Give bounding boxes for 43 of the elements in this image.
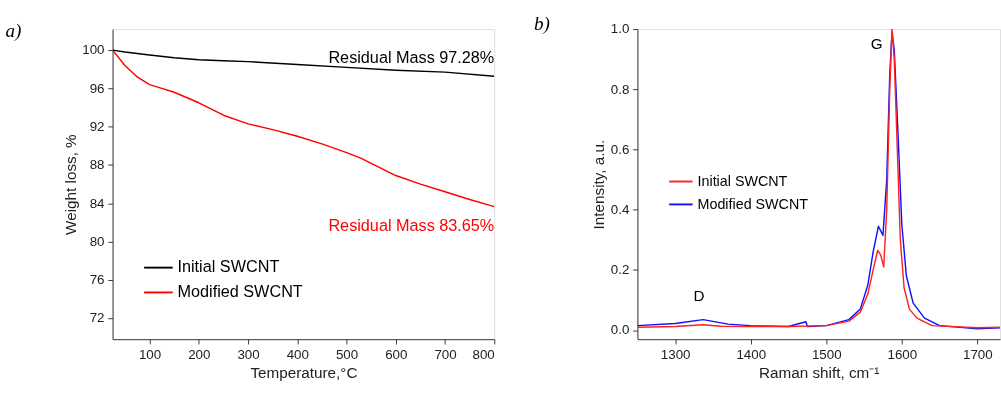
y-tick-label: 0.8 <box>610 81 630 97</box>
line-series <box>112 49 495 77</box>
annotation: Residual Mass 83.65% <box>328 215 495 234</box>
y-tick-label: 0.4 <box>610 202 630 218</box>
x-tick-label: 1400 <box>736 346 767 362</box>
x-tick-label: 200 <box>188 346 211 362</box>
annotation: G <box>870 35 883 53</box>
chart-title: b) <box>533 13 550 36</box>
annotation: D <box>693 286 705 304</box>
line-series <box>112 49 495 208</box>
legend-label: Initial SWCNT <box>697 173 788 190</box>
x-axis-title: Raman shift, cm⁻¹ <box>759 363 880 381</box>
y-tick-label: 1.0 <box>610 21 630 37</box>
y-tick-label: 84 <box>89 195 106 211</box>
x-tick-label: 400 <box>286 346 309 362</box>
y-tick-label: 0.2 <box>610 262 630 278</box>
x-tick-label: 1300 <box>660 346 691 362</box>
y-tick-label: 80 <box>89 233 105 249</box>
y-tick-label: 72 <box>89 310 105 326</box>
y-axis-title: Intensity, a.u. <box>590 139 608 230</box>
y-tick-label: 0.6 <box>610 141 630 157</box>
y-tick-label: 76 <box>89 272 105 288</box>
x-tick-label: 1500 <box>811 346 842 362</box>
x-tick-label: 700 <box>434 346 457 362</box>
y-tick-label: 96 <box>89 80 105 96</box>
legend-label: Modified SWCNT <box>177 282 303 301</box>
annotation: Residual Mass 97.28% <box>328 48 495 67</box>
x-tick-label: 100 <box>138 346 162 362</box>
y-tick-label: 88 <box>89 157 105 173</box>
x-tick-label: 500 <box>335 346 359 362</box>
legend-label: Modified SWCNT <box>697 196 809 213</box>
y-tick-label: 0.0 <box>610 322 630 338</box>
x-tick-label: 300 <box>237 346 260 362</box>
y-tick-label: 100 <box>82 42 105 58</box>
legend-label: Initial SWCNT <box>177 257 280 276</box>
x-tick-label: 1600 <box>887 346 918 362</box>
y-axis-title: Weight loss, % <box>61 133 79 235</box>
x-tick-label: 600 <box>385 346 408 362</box>
y-tick-label: 92 <box>89 119 105 134</box>
x-axis-title: Temperature,°C <box>250 363 358 381</box>
x-tick-label: 800 <box>472 346 495 362</box>
chart-title: a) <box>5 19 22 42</box>
x-tick-label: 1700 <box>963 346 993 362</box>
